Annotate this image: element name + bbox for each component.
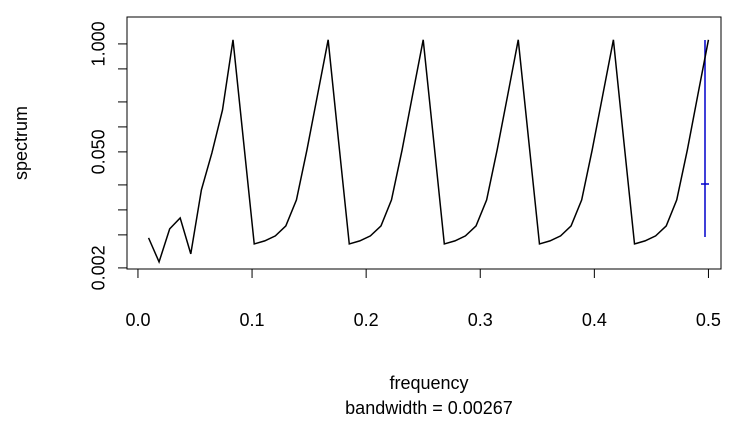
confidence-bar [701, 40, 709, 237]
x-axis-label: frequency [389, 373, 468, 393]
x-tick-label: 0.1 [240, 310, 265, 330]
y-tick-label: 0.002 [89, 245, 109, 290]
subtitle: bandwidth = 0.00267 [345, 398, 513, 418]
plot-box [126, 16, 722, 270]
x-tick-label: 0.3 [468, 310, 493, 330]
y-tick-label: 1.000 [89, 21, 109, 66]
x-tick-label: 0.0 [125, 310, 150, 330]
y-axis-label: spectrum [11, 106, 31, 180]
x-tick-label: 0.2 [354, 310, 379, 330]
x-tick-label: 0.4 [582, 310, 607, 330]
x-tick-label: 0.5 [696, 310, 721, 330]
y-tick-label: 0.050 [89, 129, 109, 174]
spectrum-line [147, 39, 710, 265]
